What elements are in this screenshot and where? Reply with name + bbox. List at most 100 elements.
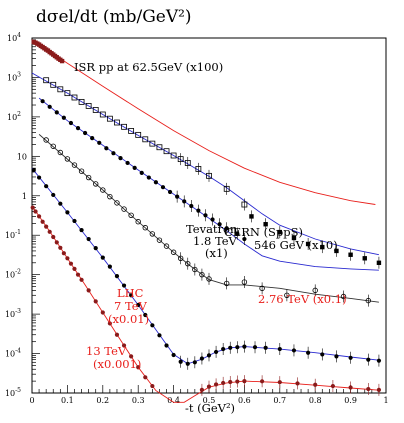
point-marker [51,192,56,198]
series-1-point [135,131,142,138]
point-marker [107,321,112,326]
point-marker [44,184,49,189]
point-marker [40,219,45,224]
point-marker [170,152,177,159]
series-6-point [79,277,84,282]
point-marker [128,212,134,218]
series-4-point [185,257,191,270]
series-5-point [79,227,84,233]
y-tick-label: 10-3 [5,308,21,319]
series-6-point [93,299,98,304]
point-marker [150,383,155,389]
series-4-point [241,276,248,289]
series-5-point [366,353,371,366]
point-marker [36,214,42,219]
point-marker [68,261,74,266]
y-tick-label: 104 [7,32,21,43]
series-3-point [83,130,88,136]
point-marker [111,151,116,156]
y-tick-label: 10-4 [5,348,21,359]
series-4-point [177,252,184,265]
isr-label: ISR pp at 62.5GeV (x100) [74,60,223,74]
series-1-point [223,182,230,195]
series-4-point [50,143,56,149]
series-5-point [51,192,56,198]
x-tick-label: 1 [383,396,388,405]
point-marker [57,86,64,93]
series-1-point [163,148,170,155]
lhc-label-3: (x0.01) [108,312,149,326]
y-tick-label: 1 [22,192,27,201]
point-marker [107,264,112,269]
series-5-point [199,352,205,365]
series-3-point [40,99,45,104]
series-3-point [139,170,144,176]
point-marker [85,174,92,181]
series-5-point [277,343,282,356]
lhc-label-1: LHC [117,286,144,300]
series-3-point [210,213,215,226]
series-6-point [213,378,219,391]
series-5-point [348,351,353,364]
point-marker [93,299,98,304]
series-2-point [305,237,311,250]
series-3-point [90,135,95,141]
point-marker [43,77,50,84]
series-3-point [68,120,74,126]
y-tick-exponent: 3 [17,71,21,78]
point-marker [83,130,88,136]
point-marker [135,131,142,138]
point-marker [114,332,120,337]
series-5-point [86,236,91,242]
point-marker [64,90,71,97]
series-6-point [228,376,233,389]
series-5-point [263,341,268,354]
series-4-point [156,237,163,243]
series-5-point [164,343,169,348]
series-1-point [114,119,120,126]
series-6-point [136,365,141,370]
point-marker [121,206,127,212]
point-marker [90,135,95,141]
series-5-point [65,210,70,215]
series-2-point [348,248,353,261]
series-6-point [376,383,382,396]
point-marker [47,229,52,234]
series-1-point [78,98,85,105]
series-3-point [97,140,102,145]
point-marker [106,115,113,122]
point-marker [149,140,156,147]
series-4-point [170,249,177,255]
series-2-point [362,252,367,265]
point-marker [65,256,70,261]
series-6-point [65,256,70,261]
series-5-point [150,323,155,328]
point-marker [143,375,148,380]
series-1-point [195,162,202,175]
point-marker [132,165,137,170]
point-marker [72,266,77,272]
series-2-point [320,241,325,254]
series-4-point [365,294,371,307]
series-5-point [93,246,98,251]
cern-label-1: CERN (SppS) [224,225,303,239]
series-4-point [78,168,85,174]
point-marker [58,201,63,206]
y-tick-exponent: -2 [15,269,21,276]
point-marker [104,146,109,151]
series-4-point [107,193,113,200]
point-marker [156,144,163,151]
x-axis-label: -t (GeV²) [185,401,235,415]
series-5-point [291,344,297,357]
series-5-point [206,349,212,362]
cern-label-2: 546 GeV (x10) [254,238,338,252]
series-5-point [228,341,233,354]
point-marker [136,365,141,370]
series-4-point [135,219,141,225]
series-4-point [223,277,230,290]
series-3-point [54,110,59,115]
series-1-point [142,136,149,143]
point-marker [71,162,78,168]
series-6-point [242,375,247,388]
